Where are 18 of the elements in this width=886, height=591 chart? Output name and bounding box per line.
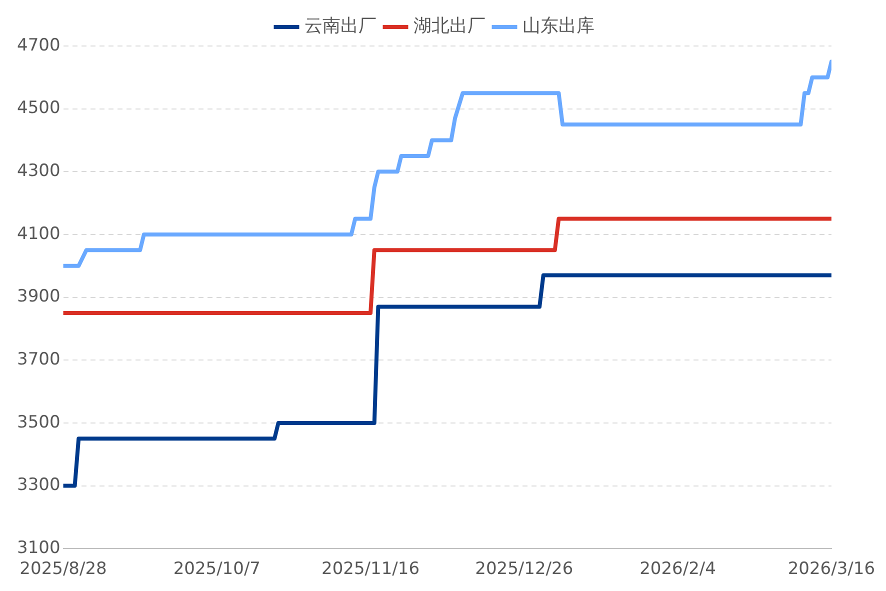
y-tick-label: 4700 <box>17 35 60 56</box>
legend-label: 云南出厂 <box>304 16 376 37</box>
y-tick-label: 4500 <box>17 98 60 118</box>
y-tick-label: 3500 <box>17 412 60 432</box>
y-tick-label: 4300 <box>17 161 60 182</box>
x-tick-label: 2026/2/4 <box>640 559 716 580</box>
legend-label: 湖北出厂 <box>414 16 486 37</box>
x-tick-label: 2026/3/16 <box>788 559 876 580</box>
x-tick-label: 2025/10/7 <box>173 559 260 580</box>
y-tick-label: 3900 <box>17 286 60 307</box>
y-tick-label: 4100 <box>17 224 60 244</box>
y-tick-label: 3100 <box>17 538 60 558</box>
x-tick-label: 2025/11/16 <box>322 559 420 580</box>
y-tick-label: 3300 <box>17 475 60 496</box>
legend-label: 山东出库 <box>522 16 594 37</box>
x-tick-label: 2025/8/28 <box>20 559 107 580</box>
y-tick-label: 3700 <box>17 350 60 370</box>
x-tick-label: 2025/12/26 <box>475 559 574 580</box>
